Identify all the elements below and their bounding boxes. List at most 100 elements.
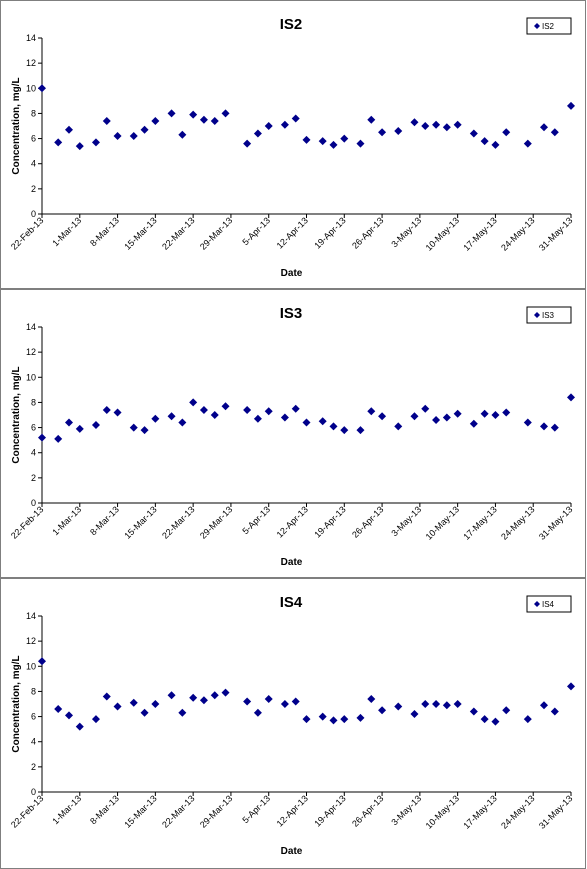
data-point (340, 426, 349, 435)
y-axis-title: Concentration, mg/L (11, 77, 22, 174)
data-point (178, 418, 187, 427)
chart-panel-is2: IS2 0 2 4 6 8 10 12 14 22-Feb-13 1-Mar-13 8-Mar-13 1… (0, 0, 586, 289)
data-point (129, 698, 138, 707)
data-point (432, 120, 441, 129)
data-point (480, 715, 489, 724)
x-tick-label: 26-Apr-13 (350, 793, 385, 828)
data-point (502, 128, 511, 137)
data-point (432, 416, 441, 425)
data-point (367, 407, 376, 416)
data-point (75, 424, 84, 433)
data-point (199, 115, 208, 124)
y-tick-label: 8 (31, 397, 36, 407)
y-tick-label: 10 (26, 372, 36, 382)
x-tick-label: 29-Mar-13 (198, 793, 234, 829)
x-tick-label: 8-Mar-13 (88, 215, 121, 248)
data-point (540, 701, 549, 710)
x-tick-label: 19-Apr-13 (312, 215, 347, 250)
x-tick-label: 24-May-13 (499, 793, 536, 830)
legend-box (526, 595, 572, 613)
data-point (469, 707, 478, 716)
x-tick-label: 15-Mar-13 (122, 215, 158, 251)
data-point (567, 393, 575, 402)
x-tick-label: 12-Apr-13 (275, 793, 310, 828)
data-point (167, 109, 176, 118)
data-point (367, 115, 376, 124)
x-tick-label: 31-May-13 (537, 793, 574, 830)
data-point (329, 422, 338, 431)
data-point (491, 140, 500, 149)
data-point (523, 139, 532, 148)
data-point (253, 129, 262, 138)
data-point (442, 701, 451, 710)
x-tick-label: 17-May-13 (461, 793, 498, 830)
data-point (54, 434, 63, 443)
data-point (356, 426, 365, 435)
data-point (469, 129, 478, 138)
data-point (129, 423, 138, 432)
data-point (151, 700, 160, 708)
y-tick-label: 10 (26, 661, 36, 671)
chart-title: IS2 (280, 16, 303, 33)
data-point (329, 716, 338, 725)
data-point (394, 422, 403, 431)
chart-title: IS4 (280, 594, 303, 611)
y-tick-label: 4 (31, 159, 36, 169)
data-point (340, 134, 349, 143)
y-tick-label: 12 (26, 58, 36, 68)
x-tick-label: 26-Apr-13 (350, 215, 385, 250)
data-point (54, 138, 63, 147)
data-point (221, 109, 230, 118)
data-point (151, 116, 160, 125)
data-point (550, 128, 559, 137)
data-point (442, 413, 451, 422)
y-tick-label: 10 (26, 83, 36, 93)
data-point (453, 409, 462, 418)
data-point (91, 421, 100, 430)
y-tick-label: 8 (31, 686, 36, 696)
y-tick-label: 0 (31, 209, 36, 219)
y-tick-label: 6 (31, 423, 36, 433)
data-point (356, 713, 365, 722)
data-point (491, 411, 500, 419)
data-point (453, 120, 462, 129)
data-point (140, 125, 149, 134)
data-point (102, 692, 111, 701)
data-point (167, 691, 176, 700)
data-point (140, 708, 149, 717)
chart-panel-is4: IS4 0 2 4 6 8 10 12 14 22-Feb-13 1-Mar-13 8-Mar-13 1… (0, 578, 586, 869)
y-tick-label: 8 (31, 108, 36, 118)
data-point (91, 138, 100, 147)
y-tick-label: 6 (31, 712, 36, 722)
data-point (221, 402, 230, 411)
data-point (243, 697, 252, 706)
y-tick-label: 2 (31, 473, 36, 483)
data-point (253, 414, 262, 423)
data-point (394, 702, 403, 711)
data-point (421, 122, 430, 130)
x-tick-label: 10-May-13 (424, 504, 461, 541)
x-tick-label: 3-May-13 (389, 793, 423, 827)
data-point (469, 419, 478, 428)
x-tick-label: 29-Mar-13 (198, 504, 234, 540)
data-point (75, 142, 84, 151)
data-point (264, 407, 273, 416)
data-point (102, 116, 111, 125)
x-tick-label: 3-May-13 (389, 215, 423, 249)
data-point (75, 722, 84, 731)
legend-box (526, 17, 572, 35)
x-tick-label: 22-Mar-13 (160, 793, 196, 829)
x-tick-label: 3-May-13 (389, 504, 423, 538)
data-point (264, 694, 273, 703)
x-tick-label: 15-Mar-13 (122, 504, 158, 540)
data-point (567, 101, 575, 110)
data-point (253, 708, 262, 717)
y-tick-label: 4 (31, 737, 36, 747)
data-point (199, 696, 208, 705)
data-point (356, 139, 365, 148)
data-point (243, 405, 252, 414)
data-point (302, 715, 311, 724)
data-point (453, 700, 462, 708)
x-axis-title: Date (281, 557, 303, 568)
data-point (502, 408, 511, 417)
